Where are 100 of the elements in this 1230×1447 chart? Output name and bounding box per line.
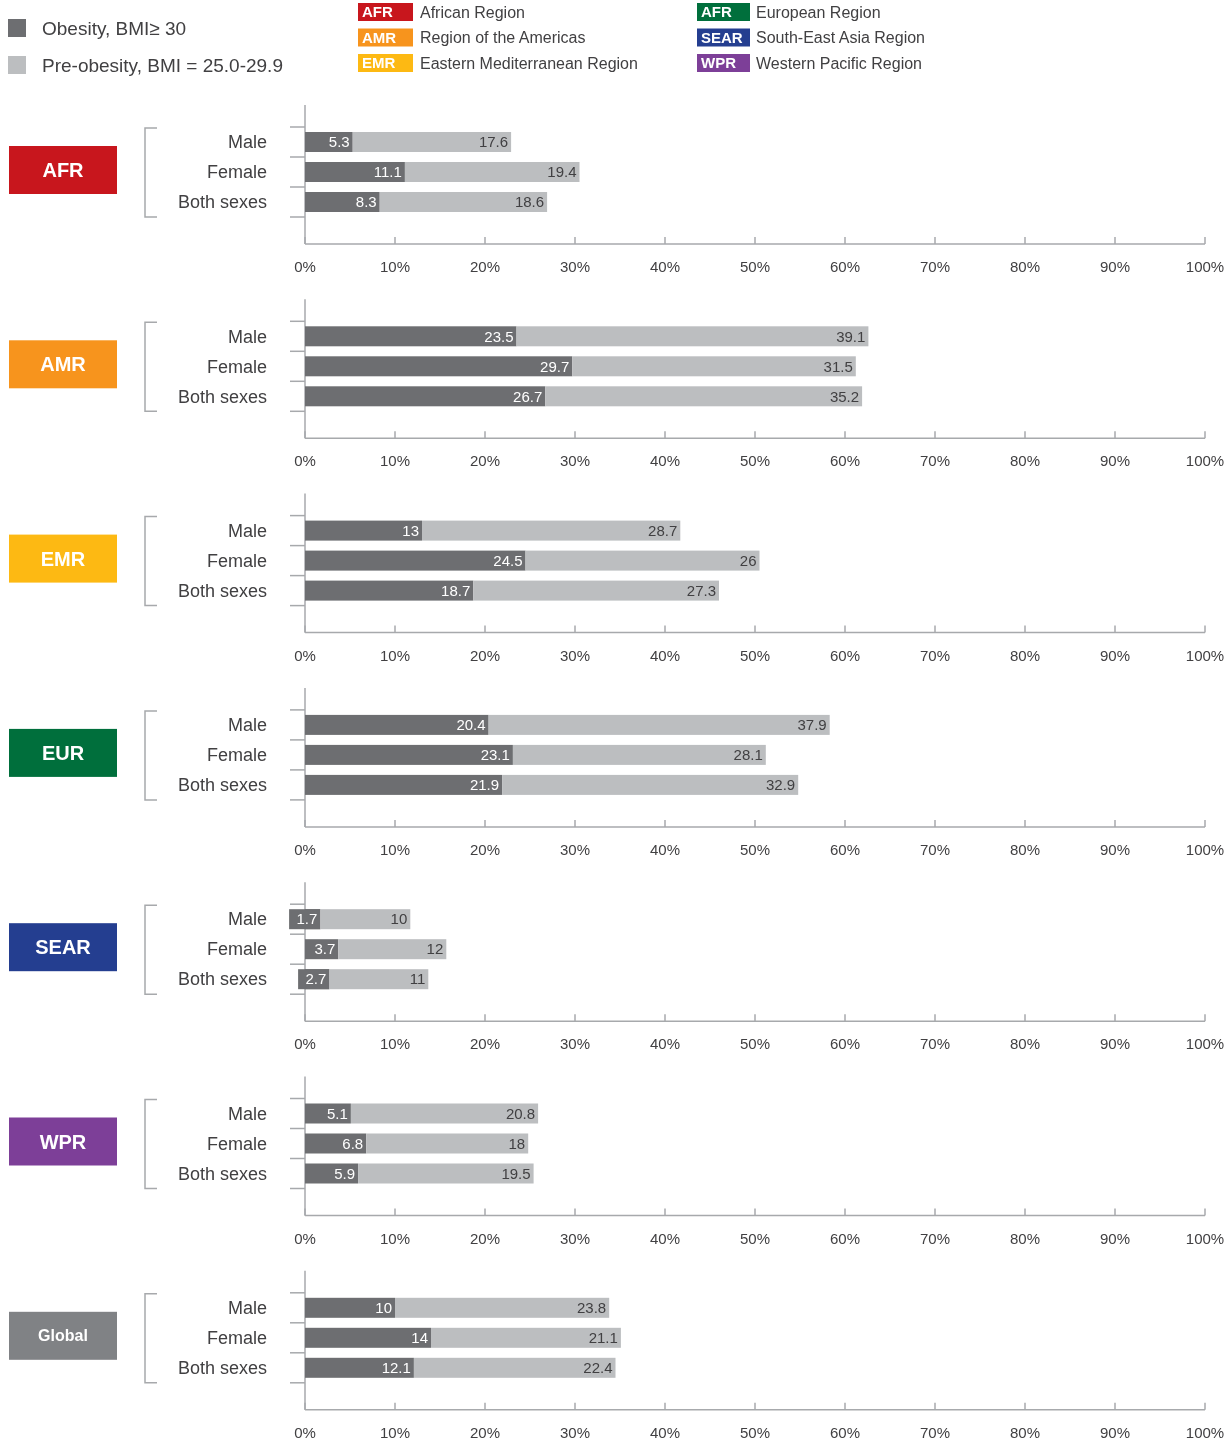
data-label: 31.5 bbox=[823, 357, 853, 375]
data-label: 35.2 bbox=[829, 387, 860, 405]
x-tick-label: 90% bbox=[1099, 840, 1131, 858]
y-tick-label: Male bbox=[227, 520, 267, 541]
x-tick-label: 0% bbox=[294, 840, 316, 858]
x-tick-label: 40% bbox=[649, 1229, 681, 1247]
text: Region of the Americas bbox=[420, 29, 586, 47]
x-tick-label: 90% bbox=[1099, 1229, 1131, 1247]
x-tick-label: 20% bbox=[469, 1035, 501, 1053]
x-tick-label: 70% bbox=[919, 1229, 951, 1247]
x-tick-label: 0% bbox=[294, 1229, 316, 1247]
x-tick-label: 60% bbox=[829, 258, 861, 275]
x-tick-label: 20% bbox=[469, 646, 501, 664]
x-tick-label: 0% bbox=[294, 646, 316, 664]
data-label: 17.6 bbox=[478, 133, 509, 151]
data-label: 28.1 bbox=[733, 746, 763, 764]
x-tick-label: 80% bbox=[1009, 1423, 1041, 1441]
text: WPR bbox=[39, 1130, 87, 1153]
data-label: 8.3 bbox=[355, 193, 377, 211]
data-label: 18 bbox=[508, 1134, 526, 1152]
data-label: 10 bbox=[390, 910, 408, 928]
data-label: 39.1 bbox=[836, 327, 866, 345]
y-tick-label: Both sexes bbox=[177, 969, 267, 990]
x-tick-label: 80% bbox=[1009, 1035, 1041, 1053]
text: AFR bbox=[362, 3, 393, 21]
x-tick-label: 90% bbox=[1099, 258, 1131, 275]
data-label: 19.5 bbox=[501, 1164, 531, 1182]
text: EMR bbox=[362, 54, 396, 72]
data-label: 10 bbox=[375, 1299, 392, 1317]
y-tick-label: Male bbox=[227, 715, 267, 736]
x-tick-label: 20% bbox=[469, 258, 501, 275]
x-tick-label: 50% bbox=[739, 840, 771, 858]
text: EUR bbox=[41, 741, 85, 764]
x-tick-label: 60% bbox=[829, 840, 861, 858]
data-label: 5.3 bbox=[328, 133, 350, 151]
text: Western Pacific Region bbox=[756, 54, 922, 72]
data-label: 23.8 bbox=[577, 1299, 607, 1317]
x-tick-label: 40% bbox=[649, 1035, 681, 1053]
y-tick-label: Female bbox=[206, 356, 267, 377]
x-tick-label: 30% bbox=[559, 1035, 591, 1053]
data-label: 6.8 bbox=[342, 1134, 364, 1152]
data-label: 23.5 bbox=[484, 327, 514, 345]
x-tick-label: 100% bbox=[1185, 452, 1225, 470]
x-tick-label: 40% bbox=[649, 840, 681, 858]
data-label: 20.4 bbox=[456, 716, 486, 734]
y-tick-label: Both sexes bbox=[177, 386, 267, 407]
data-label: 32.9 bbox=[766, 776, 796, 794]
y-tick-label: Both sexes bbox=[177, 192, 267, 213]
y-tick-label: Female bbox=[206, 1133, 267, 1154]
text: SEAR bbox=[701, 28, 743, 46]
data-label: 22.4 bbox=[583, 1359, 613, 1377]
x-tick-label: 30% bbox=[559, 1229, 591, 1247]
x-tick-label: 70% bbox=[919, 258, 951, 275]
x-tick-label: 30% bbox=[559, 1423, 591, 1441]
x-tick-label: 100% bbox=[1185, 258, 1225, 275]
x-tick-label: 0% bbox=[294, 1035, 316, 1053]
x-tick-label: 0% bbox=[294, 1423, 316, 1441]
data-label: 11.1 bbox=[373, 163, 402, 181]
x-tick-label: 10% bbox=[379, 258, 411, 275]
text: EMR bbox=[40, 547, 86, 570]
y-tick-label: Female bbox=[206, 939, 267, 960]
data-label: 12 bbox=[426, 940, 444, 958]
data-label: 5.9 bbox=[334, 1164, 356, 1182]
x-tick-label: 80% bbox=[1009, 452, 1041, 470]
data-label: 23.1 bbox=[480, 746, 510, 764]
x-tick-label: 30% bbox=[559, 646, 591, 664]
x-tick-label: 100% bbox=[1185, 1423, 1225, 1441]
x-tick-label: 40% bbox=[649, 646, 681, 664]
x-tick-label: 20% bbox=[469, 840, 501, 858]
y-tick-label: Male bbox=[227, 1103, 267, 1124]
text: Global bbox=[38, 1327, 88, 1345]
y-tick-label: Male bbox=[227, 909, 267, 930]
x-tick-label: 40% bbox=[649, 258, 681, 275]
text: Eastern Mediterranean Region bbox=[420, 54, 638, 72]
x-tick-label: 10% bbox=[379, 1035, 411, 1053]
data-label: 11 bbox=[409, 970, 426, 988]
data-label: 5.1 bbox=[327, 1104, 348, 1122]
x-tick-label: 50% bbox=[739, 646, 771, 664]
data-label: 21.9 bbox=[469, 776, 500, 794]
x-tick-label: 100% bbox=[1185, 1229, 1225, 1247]
x-tick-label: 60% bbox=[829, 452, 861, 470]
data-label: 27.3 bbox=[686, 581, 716, 599]
x-tick-label: 80% bbox=[1009, 1229, 1041, 1247]
text: AMR bbox=[362, 28, 397, 46]
x-tick-label: 50% bbox=[739, 258, 771, 275]
x-tick-label: 60% bbox=[829, 646, 861, 664]
legend-label: Pre-obesity, BMI = 25.0-29.9 bbox=[42, 54, 283, 76]
x-tick-label: 100% bbox=[1185, 840, 1225, 858]
x-tick-label: 70% bbox=[919, 452, 951, 470]
legend-label: Obesity, BMI≥ 30 bbox=[42, 17, 187, 39]
y-tick-label: Male bbox=[227, 326, 267, 347]
text: AMR bbox=[40, 353, 87, 376]
x-tick-label: 90% bbox=[1099, 1035, 1131, 1053]
y-tick-label: Both sexes bbox=[177, 580, 267, 601]
x-tick-label: 80% bbox=[1009, 840, 1041, 858]
data-label: 18.7 bbox=[441, 581, 471, 599]
text: WPR bbox=[701, 54, 737, 72]
x-tick-label: 50% bbox=[739, 452, 771, 470]
x-tick-label: 10% bbox=[379, 452, 411, 470]
x-tick-label: 0% bbox=[294, 452, 316, 470]
